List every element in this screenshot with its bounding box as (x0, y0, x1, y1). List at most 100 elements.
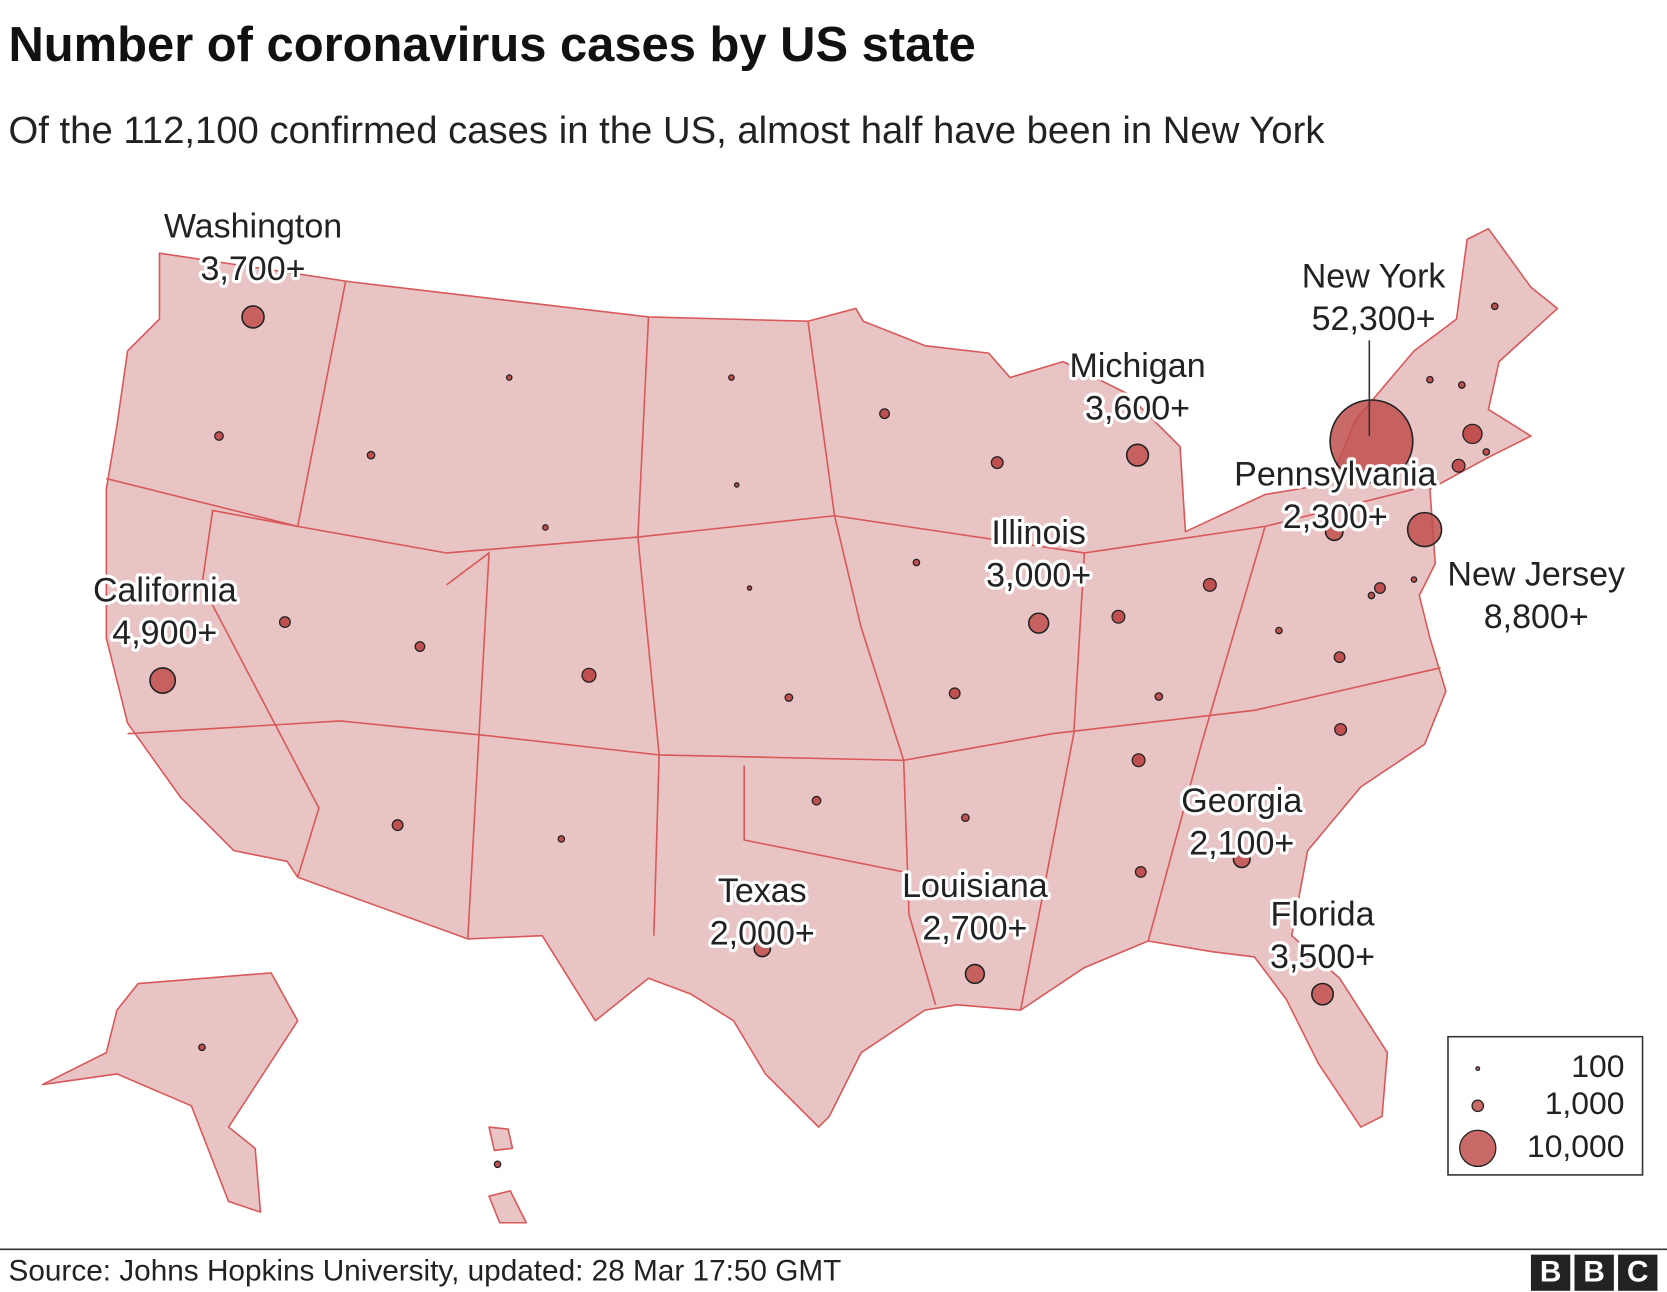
hawaii (488, 1126, 514, 1152)
legend-label: 100 (1571, 1048, 1624, 1084)
value-label: 3,700+ (201, 250, 306, 288)
state-dot (990, 456, 1004, 470)
logo-box (1618, 1254, 1658, 1291)
logo-letter: C (1627, 1256, 1649, 1289)
state-border (1147, 526, 1266, 942)
state-dot (733, 482, 740, 488)
state-label: New York (1302, 258, 1447, 296)
state-border (743, 765, 904, 873)
state-dot (391, 819, 404, 832)
source: Source: Johns Hopkins University, update… (9, 1255, 842, 1288)
state-label: New Jersey (1447, 555, 1625, 593)
bubble (1232, 850, 1251, 869)
bubble (1406, 511, 1443, 548)
state-border (106, 477, 1415, 554)
hawaii (488, 1190, 528, 1224)
state-label: Texas (718, 872, 807, 910)
bubble (753, 939, 772, 958)
state-dot (1334, 722, 1348, 736)
state-dot (1367, 591, 1376, 600)
state-label: Pennsylvania (1234, 455, 1436, 493)
legend-bubble (1475, 1066, 1481, 1072)
state-label: Louisiana (902, 867, 1048, 905)
bubble (964, 963, 986, 985)
state-dot (728, 374, 735, 381)
state-dot (278, 616, 291, 629)
state-dot (581, 667, 597, 683)
state-border (201, 281, 347, 878)
state-border (1019, 552, 1086, 1011)
state-dot (1457, 381, 1466, 389)
state-border (446, 551, 490, 939)
logo-letter: B (1583, 1256, 1605, 1289)
bubble (1125, 443, 1150, 467)
state-dot (1451, 458, 1466, 473)
state-dot (198, 1043, 206, 1052)
logo-box (1574, 1254, 1614, 1291)
state-label: California (93, 571, 237, 609)
us-map (41, 227, 1559, 1224)
state-dot (493, 1160, 502, 1169)
state-dot (811, 795, 822, 806)
value-label: 3,500+ (1270, 938, 1375, 976)
state-border (127, 667, 1441, 762)
value-label: 3,600+ (1085, 389, 1190, 427)
logo-letter: B (1540, 1256, 1562, 1289)
state-border (637, 316, 660, 936)
state-dot (366, 450, 376, 460)
bubble (1324, 522, 1344, 542)
state-label: Florida (1271, 896, 1375, 934)
state-dot (1275, 626, 1283, 635)
legend-label: 1,000 (1545, 1085, 1625, 1121)
state-dot (1134, 865, 1147, 878)
state-dot (912, 558, 921, 567)
state-dot (879, 408, 890, 420)
legend-label: 10,000 (1527, 1128, 1625, 1164)
state-dot (1410, 576, 1418, 583)
state-dot (557, 835, 566, 843)
state-label: Michigan (1069, 347, 1205, 385)
bubbles (149, 302, 1499, 1169)
chart-subtitle: Of the 112,100 confirmed cases in the US… (9, 109, 1326, 152)
state-dot (1202, 577, 1217, 592)
state-label: Washington (164, 208, 342, 246)
value-label: 2,700+ (922, 909, 1027, 947)
chart-title: Number of coronavirus cases by US state (9, 18, 976, 72)
state-dot (1154, 692, 1164, 701)
value-label: 2,100+ (1189, 824, 1294, 862)
state-dot (948, 687, 961, 700)
bubble (1027, 612, 1050, 634)
state-dot (414, 641, 426, 652)
bubble (241, 305, 265, 329)
state-dot (214, 431, 224, 441)
legend-bubble (1471, 1099, 1485, 1113)
value-label: 4,900+ (112, 614, 217, 652)
state-dot (784, 693, 794, 702)
state-dot (1111, 609, 1126, 624)
bubble (149, 667, 177, 695)
state-dot (1490, 302, 1499, 311)
state-dot (1131, 753, 1146, 768)
value-label: 8,800+ (1484, 598, 1589, 636)
value-label: 3,000+ (986, 556, 1091, 594)
state-dot (1482, 448, 1491, 456)
value-label: 52,300+ (1312, 300, 1436, 338)
state-dot (1462, 423, 1483, 445)
state-dot (542, 524, 549, 531)
bubble (1311, 982, 1335, 1006)
bubble (1329, 399, 1414, 484)
state-dot (505, 374, 513, 381)
logo-box (1530, 1254, 1571, 1291)
state-dot (746, 585, 753, 591)
contiguous-us (105, 227, 1559, 1128)
state-label: Illinois (991, 514, 1086, 552)
state-dot (960, 813, 970, 823)
value-label: 2,300+ (1283, 498, 1388, 536)
state-dot (1333, 651, 1346, 664)
state-dot (1426, 375, 1434, 384)
state-border (807, 321, 937, 1006)
state-label: Georgia (1181, 782, 1302, 820)
alaska (41, 972, 299, 1213)
